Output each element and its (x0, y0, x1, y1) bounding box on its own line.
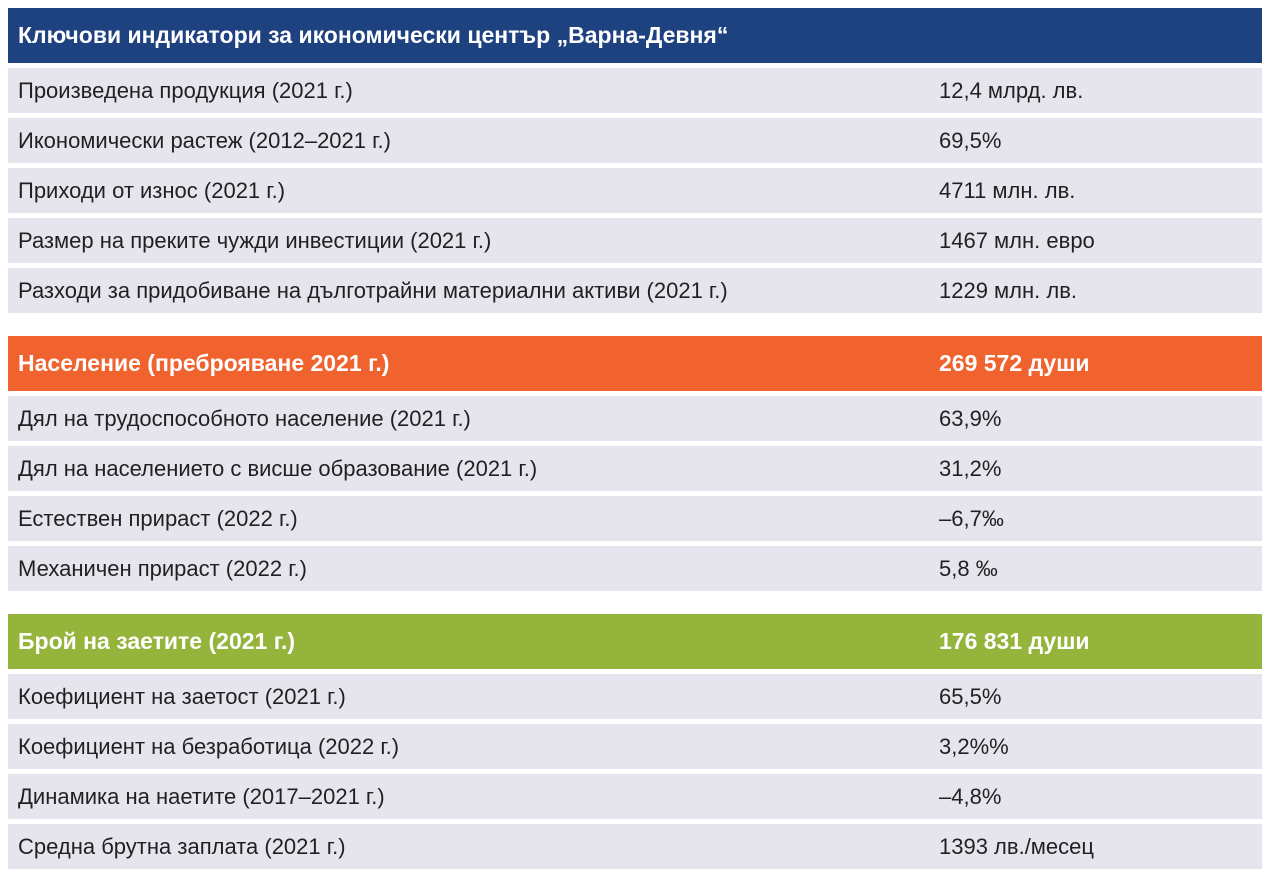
row-label: Естествен прираст (2022 г.) (18, 505, 298, 531)
table-row: Коефициент на безработица (2022 г.) 3,2%… (8, 724, 1262, 769)
row-label: Динамика на наетите (2017–2021 г.) (18, 783, 385, 809)
employment-header: Брой на заетите (2021 г.) 176 831 души (8, 614, 1262, 669)
row-value: 31,2% (939, 455, 1002, 481)
row-value: 12,4 млрд. лв. (939, 77, 1084, 103)
table-row: Средна брутна заплата (2021 г.) 1393 лв.… (8, 824, 1262, 869)
row-value: 1467 млн. евро (939, 227, 1095, 253)
row-value: 63,9% (939, 405, 1002, 431)
row-label: Икономически растеж (2012–2021 г.) (18, 127, 391, 153)
population-section: Население (преброяване 2021 г.) 269 572 … (8, 336, 1262, 591)
table-row: Икономически растеж (2012–2021 г.) 69,5% (8, 118, 1262, 163)
row-value: 69,5% (939, 127, 1002, 153)
table-row: Дял на трудоспособното население (2021 г… (8, 396, 1262, 441)
row-label: Дял на населението с висше образование (… (18, 455, 538, 481)
table-row: Естествен прираст (2022 г.) –6,7‰ (8, 496, 1262, 541)
table-row: Коефициент на заетост (2021 г.) 65,5% (8, 674, 1262, 719)
row-value: –4,8% (939, 783, 1002, 809)
population-total: 269 572 души (939, 350, 1090, 376)
population-header: Население (преброяване 2021 г.) 269 572 … (8, 336, 1262, 391)
row-value: 65,5% (939, 683, 1002, 709)
table-row: Размер на преките чужди инвестиции (2021… (8, 218, 1262, 263)
row-value: 1229 млн. лв. (939, 277, 1078, 303)
economic-header: Ключови индикатори за икономически центъ… (8, 8, 1262, 63)
row-label: Средна брутна заплата (2021 г.) (18, 833, 346, 859)
economic-title: Ключови индикатори за икономически центъ… (18, 22, 729, 48)
indicators-table: Ключови индикатори за икономически центъ… (8, 8, 1262, 869)
population-title: Население (преброяване 2021 г.) (18, 350, 390, 376)
row-value: –6,7‰ (939, 505, 1004, 531)
row-value: 4711 млн. лв. (939, 177, 1076, 203)
table-row: Механичен прираст (2022 г.) 5,8 ‰ (8, 546, 1262, 591)
employment-section: Брой на заетите (2021 г.) 176 831 души К… (8, 614, 1262, 869)
employment-title: Брой на заетите (2021 г.) (18, 628, 296, 654)
row-label: Размер на преките чужди инвестиции (2021… (18, 227, 492, 253)
table-row: Дял на населението с висше образование (… (8, 446, 1262, 491)
table-row: Динамика на наетите (2017–2021 г.) –4,8% (8, 774, 1262, 819)
row-label: Дял на трудоспособното население (2021 г… (18, 405, 471, 431)
table-row: Приходи от износ (2021 г.) 4711 млн. лв. (8, 168, 1262, 213)
table-row: Произведена продукция (2021 г.) 12,4 млр… (8, 68, 1262, 113)
row-label: Механичен прираст (2022 г.) (18, 555, 307, 581)
row-label: Коефициент на заетост (2021 г.) (18, 683, 346, 709)
row-label: Приходи от износ (2021 г.) (18, 177, 286, 203)
row-label: Произведена продукция (2021 г.) (18, 77, 353, 103)
row-value: 1393 лв./месец (939, 833, 1094, 859)
row-value: 3,2%% (939, 733, 1009, 759)
table-row: Разходи за придобиване на дълготрайни ма… (8, 268, 1262, 313)
employment-total: 176 831 души (939, 628, 1090, 654)
economic-section: Ключови индикатори за икономически центъ… (8, 8, 1262, 313)
row-label: Разходи за придобиване на дълготрайни ма… (18, 277, 728, 303)
row-value: 5,8 ‰ (939, 555, 998, 581)
row-label: Коефициент на безработица (2022 г.) (18, 733, 400, 759)
